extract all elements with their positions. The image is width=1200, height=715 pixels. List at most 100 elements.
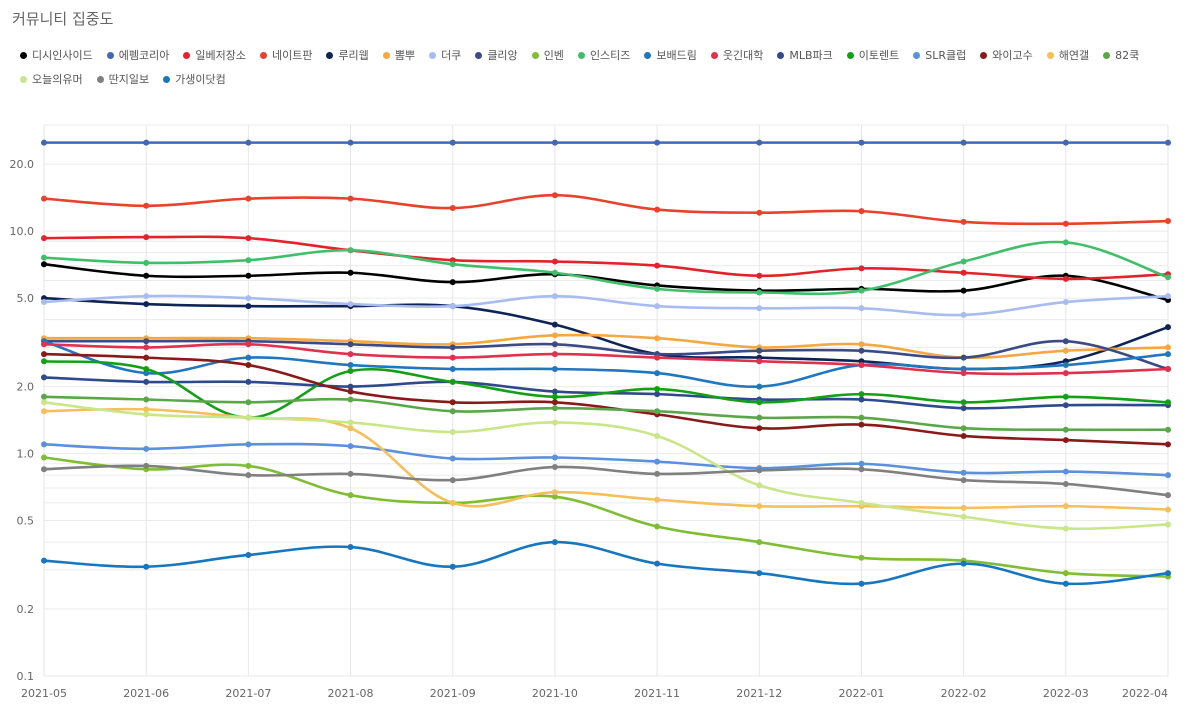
data-point xyxy=(654,523,661,530)
data-point xyxy=(143,411,150,418)
data-point xyxy=(41,261,47,268)
series-line xyxy=(44,339,1169,371)
legend-item[interactable]: 에펨코리아 xyxy=(106,48,169,62)
data-point xyxy=(858,139,865,146)
data-point xyxy=(654,370,661,377)
legend-marker-icon xyxy=(577,51,585,59)
data-point xyxy=(347,269,354,276)
legend-marker-icon xyxy=(106,51,114,59)
data-point xyxy=(449,477,456,484)
data-point xyxy=(1165,570,1171,577)
series-line xyxy=(43,235,1169,281)
legend-item[interactable]: 인벤 xyxy=(531,48,564,62)
legend-label: 가생이닷컴 xyxy=(175,73,226,86)
data-point xyxy=(41,341,47,348)
data-point xyxy=(756,414,763,421)
data-point xyxy=(245,399,252,406)
data-point xyxy=(347,139,354,146)
legend-item[interactable]: 82쿡 xyxy=(1103,48,1139,62)
data-point xyxy=(143,354,150,361)
data-point xyxy=(960,258,967,265)
legend-item[interactable]: 오늘의유머 xyxy=(20,72,83,86)
legend-item[interactable]: 뽐뿌 xyxy=(382,48,415,62)
legend-marker-icon xyxy=(429,51,437,59)
legend-item[interactable]: MLB파크 xyxy=(777,48,833,62)
data-point xyxy=(960,139,967,146)
legend-item[interactable]: 클리앙 xyxy=(475,48,518,62)
data-point xyxy=(858,460,865,467)
legend-label: 이토렌트 xyxy=(858,49,900,62)
data-point xyxy=(551,399,558,406)
data-point xyxy=(245,378,252,385)
data-point xyxy=(449,399,456,406)
data-point xyxy=(1062,338,1069,345)
legend-item[interactable]: 루리웹 xyxy=(326,48,369,62)
legend-item[interactable]: 해연갤 xyxy=(1046,48,1089,62)
y-tick-label: 1.0 xyxy=(17,448,35,461)
data-point xyxy=(756,383,763,390)
legend-label: 오늘의유머 xyxy=(32,73,83,86)
data-point xyxy=(449,344,456,351)
chart-title: 커뮤니티 집중도 xyxy=(12,10,114,28)
y-tick-label: 0.5 xyxy=(17,515,35,528)
legend-label: 웃긴대학 xyxy=(722,49,764,62)
chart-legend: 디시인사이드 에펨코리아 일베저장소 네이트판 루리웹 뽐뿌 더쿠 클리앙 인벤 인스티즈 보배드림… xyxy=(20,48,1200,86)
data-point xyxy=(960,269,967,276)
data-point xyxy=(858,466,865,473)
data-point xyxy=(1062,480,1069,487)
data-point xyxy=(1062,426,1069,433)
data-point xyxy=(654,262,661,269)
data-point xyxy=(551,419,558,426)
data-point xyxy=(1165,139,1171,146)
legend-item[interactable]: 이토렌트 xyxy=(846,48,900,62)
data-point xyxy=(858,265,865,272)
data-point xyxy=(654,391,661,398)
legend-item[interactable]: SLR클럽 xyxy=(913,48,966,62)
legend-marker-icon xyxy=(1046,51,1054,59)
legend-item[interactable]: 디시인사이드 xyxy=(20,48,93,62)
data-point xyxy=(960,469,967,476)
data-point xyxy=(1165,218,1171,225)
data-point xyxy=(1062,370,1069,377)
data-point xyxy=(960,477,967,484)
legend-item[interactable]: 와이고수 xyxy=(980,48,1033,62)
data-point xyxy=(960,560,967,567)
data-point xyxy=(143,396,150,403)
legend-item[interactable]: 더쿠 xyxy=(429,48,461,62)
data-point xyxy=(143,259,150,266)
data-point xyxy=(449,303,456,310)
series-더쿠 xyxy=(41,293,1171,318)
legend-marker-icon xyxy=(913,51,921,59)
data-point xyxy=(960,405,967,412)
data-point xyxy=(858,414,865,421)
data-point xyxy=(551,341,558,348)
legend-item[interactable]: 네이트판 xyxy=(259,48,312,62)
legend-marker-icon xyxy=(777,51,785,59)
x-tick-label: 2022-04 xyxy=(1122,687,1168,700)
data-point xyxy=(858,287,865,294)
y-tick-label: 0.2 xyxy=(17,603,35,616)
legend-item[interactable]: 웃긴대학 xyxy=(710,48,764,62)
data-point xyxy=(41,358,47,365)
legend-item[interactable]: 가생이닷컴 xyxy=(163,72,226,86)
data-point xyxy=(245,257,252,264)
data-point xyxy=(449,408,456,415)
data-point xyxy=(1062,393,1069,400)
data-point xyxy=(41,254,47,261)
series-82쿡 xyxy=(41,393,1171,433)
series-line xyxy=(43,296,1169,371)
legend-item[interactable]: 일베저장소 xyxy=(183,48,246,62)
data-point xyxy=(41,235,47,242)
legend-label: 일베저장소 xyxy=(195,49,246,62)
data-point xyxy=(960,354,967,361)
legend-item[interactable]: 인스티즈 xyxy=(577,48,630,62)
data-point xyxy=(245,441,252,448)
data-point xyxy=(41,195,47,202)
legend-item[interactable]: 딴지일보 xyxy=(96,72,149,86)
legend-item[interactable]: 보배드림 xyxy=(644,48,697,62)
legend-marker-icon xyxy=(183,51,191,59)
y-axis: 0.1 0.2 0.5 1.0 2.0 5.0 10.0 20.0 xyxy=(10,158,35,683)
data-point xyxy=(347,368,354,375)
data-point xyxy=(1165,472,1171,479)
